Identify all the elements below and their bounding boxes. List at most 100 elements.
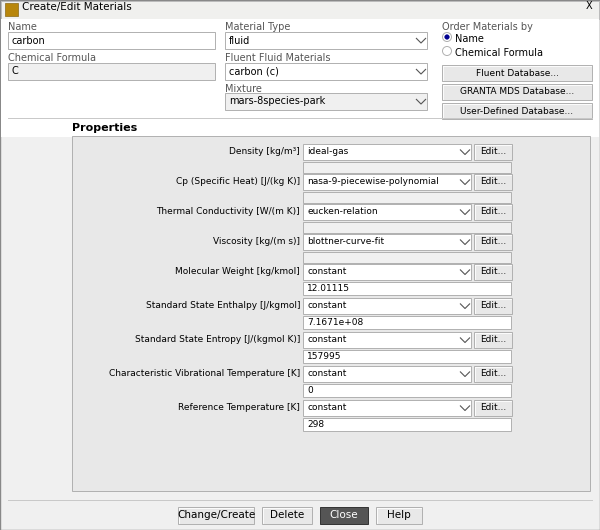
Bar — [303, 174, 471, 190]
Bar — [72, 136, 590, 491]
Text: Edit...: Edit... — [480, 268, 506, 277]
Bar — [262, 507, 312, 524]
Bar — [303, 204, 471, 220]
Text: constant: constant — [307, 403, 346, 412]
Bar — [303, 350, 511, 363]
Text: constant: constant — [307, 335, 346, 344]
Text: constant: constant — [307, 302, 346, 311]
Bar — [225, 63, 427, 80]
Text: constant: constant — [307, 268, 346, 277]
Bar — [303, 418, 511, 431]
Text: eucken-relation: eucken-relation — [307, 208, 377, 216]
Text: Fluent Fluid Materials: Fluent Fluid Materials — [225, 53, 331, 63]
Text: nasa-9-piecewise-polynomial: nasa-9-piecewise-polynomial — [307, 178, 439, 187]
Text: X: X — [586, 1, 593, 11]
Text: Order Materials by: Order Materials by — [442, 22, 533, 32]
Text: Name: Name — [455, 33, 484, 43]
Text: Edit...: Edit... — [480, 147, 506, 156]
Bar — [474, 366, 512, 382]
Bar — [303, 316, 511, 329]
Bar — [474, 174, 512, 190]
Text: 0: 0 — [307, 386, 313, 395]
Circle shape — [443, 47, 452, 56]
Text: Close: Close — [329, 510, 358, 520]
Text: 298: 298 — [307, 420, 324, 429]
Bar — [442, 103, 592, 119]
Text: Mixture: Mixture — [225, 84, 262, 94]
Text: Chemical Formula: Chemical Formula — [8, 53, 96, 63]
Text: constant: constant — [307, 369, 346, 378]
Text: Molecular Weight [kg/kmol]: Molecular Weight [kg/kmol] — [175, 267, 300, 276]
Bar — [303, 384, 511, 397]
Bar — [474, 400, 512, 416]
Text: Material Type: Material Type — [225, 22, 290, 32]
Bar — [303, 144, 471, 160]
Bar — [442, 65, 592, 81]
Text: fluid: fluid — [229, 36, 250, 46]
Bar — [303, 192, 511, 203]
Bar — [320, 507, 368, 524]
Bar — [303, 162, 511, 173]
Bar — [474, 332, 512, 348]
Text: Help: Help — [387, 510, 411, 520]
Text: Edit...: Edit... — [480, 208, 506, 216]
Text: User-Defined Database...: User-Defined Database... — [460, 107, 574, 116]
Bar — [376, 507, 422, 524]
Bar — [303, 400, 471, 416]
Text: mars-8species-park: mars-8species-park — [229, 96, 325, 107]
Text: Standard State Entropy [J/(kgmol K)]: Standard State Entropy [J/(kgmol K)] — [134, 334, 300, 343]
Text: Edit...: Edit... — [480, 369, 506, 378]
Text: ideal-gas: ideal-gas — [307, 147, 348, 156]
Text: Change/Create: Change/Create — [177, 510, 255, 520]
Circle shape — [443, 32, 452, 41]
Text: Create/Edit Materials: Create/Edit Materials — [22, 2, 132, 12]
Bar — [225, 93, 427, 110]
Text: Density [kg/m³]: Density [kg/m³] — [229, 146, 300, 155]
Text: Edit...: Edit... — [480, 302, 506, 311]
Circle shape — [445, 35, 449, 39]
Bar — [303, 298, 471, 314]
Bar — [474, 144, 512, 160]
Bar — [303, 252, 511, 263]
Text: Fluent Database...: Fluent Database... — [476, 68, 559, 77]
Text: Characteristic Vibrational Temperature [K]: Characteristic Vibrational Temperature [… — [109, 368, 300, 377]
Text: Name: Name — [8, 22, 37, 32]
Bar — [303, 222, 511, 233]
Text: GRANTA MDS Database...: GRANTA MDS Database... — [460, 87, 574, 96]
Bar — [225, 32, 427, 49]
Bar — [442, 84, 592, 100]
Bar — [474, 264, 512, 280]
Text: 157995: 157995 — [307, 352, 341, 361]
Bar — [303, 264, 471, 280]
Text: Thermal Conductivity [W/(m K)]: Thermal Conductivity [W/(m K)] — [157, 207, 300, 216]
Text: Properties: Properties — [72, 123, 137, 133]
Bar — [1, 19, 599, 137]
Bar — [474, 234, 512, 250]
Bar — [178, 507, 254, 524]
Text: 7.1671e+08: 7.1671e+08 — [307, 318, 363, 327]
Text: carbon: carbon — [12, 36, 46, 46]
Text: Viscosity [kg/(m s)]: Viscosity [kg/(m s)] — [213, 236, 300, 245]
Bar — [474, 298, 512, 314]
Text: Cp (Specific Heat) [J/(kg K)]: Cp (Specific Heat) [J/(kg K)] — [176, 176, 300, 186]
Text: Edit...: Edit... — [480, 178, 506, 187]
Bar — [8, 63, 215, 80]
Text: 12.01115: 12.01115 — [307, 284, 350, 293]
Bar — [5, 3, 18, 16]
Text: Edit...: Edit... — [480, 403, 506, 412]
Text: Edit...: Edit... — [480, 237, 506, 246]
Bar — [474, 204, 512, 220]
Bar — [303, 332, 471, 348]
Bar — [8, 32, 215, 49]
Text: Standard State Enthalpy [J/kgmol]: Standard State Enthalpy [J/kgmol] — [146, 301, 300, 310]
Text: blottner-curve-fit: blottner-curve-fit — [307, 237, 384, 246]
Bar — [303, 282, 511, 295]
Text: Chemical Formula: Chemical Formula — [455, 48, 543, 57]
Bar — [303, 366, 471, 382]
Text: Edit...: Edit... — [480, 335, 506, 344]
Text: carbon (c): carbon (c) — [229, 66, 279, 76]
Text: Delete: Delete — [270, 510, 304, 520]
Text: Reference Temperature [K]: Reference Temperature [K] — [178, 402, 300, 411]
Bar — [303, 234, 471, 250]
Text: C: C — [12, 66, 19, 76]
